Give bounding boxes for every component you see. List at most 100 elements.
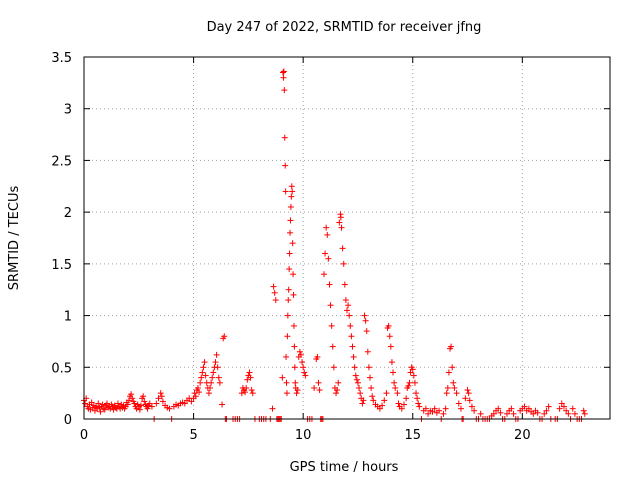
- data-point: [457, 405, 464, 412]
- data-point: [198, 374, 205, 381]
- data-point: [131, 400, 138, 407]
- data-point: [445, 369, 452, 376]
- data-point: [338, 224, 345, 231]
- data-point: [271, 289, 278, 296]
- data-point: [328, 322, 335, 329]
- data-point: [495, 405, 502, 412]
- data-points: [81, 68, 588, 422]
- data-point: [443, 390, 450, 397]
- data-point: [543, 407, 550, 414]
- data-point: [316, 387, 323, 394]
- data-point: [325, 255, 332, 262]
- data-point: [191, 390, 198, 397]
- data-point: [291, 364, 298, 371]
- data-point: [465, 390, 472, 397]
- data-point: [395, 400, 402, 407]
- data-point: [351, 364, 358, 371]
- data-point: [448, 343, 455, 350]
- data-point: [214, 364, 221, 371]
- data-point: [280, 74, 287, 81]
- x-tick-label: 10: [295, 428, 312, 443]
- data-point: [335, 379, 342, 386]
- x-tick-label: 0: [80, 428, 88, 443]
- data-point: [341, 281, 348, 288]
- data-point: [415, 400, 422, 407]
- data-point: [216, 379, 223, 386]
- data-point: [210, 369, 217, 376]
- data-point: [249, 390, 256, 397]
- data-point: [407, 369, 414, 376]
- data-point: [563, 407, 570, 414]
- gridlines: [84, 57, 610, 419]
- data-point: [201, 359, 208, 366]
- data-point: [269, 405, 276, 412]
- x-tick-label: 5: [189, 428, 197, 443]
- data-point: [367, 374, 374, 381]
- data-point: [270, 283, 277, 290]
- data-point: [405, 382, 412, 389]
- data-point: [247, 374, 254, 381]
- data-point: [336, 219, 343, 226]
- data-point: [290, 322, 297, 329]
- data-point: [327, 302, 334, 309]
- data-point: [95, 400, 102, 407]
- data-point: [219, 401, 226, 408]
- plot-frame: [83, 56, 611, 420]
- data-point: [281, 87, 288, 94]
- data-point: [510, 410, 517, 417]
- data-point: [288, 193, 295, 200]
- data-point: [293, 390, 300, 397]
- data-point: [503, 410, 510, 417]
- data-point: [148, 403, 155, 410]
- data-point: [387, 343, 394, 350]
- data-point: [297, 351, 304, 358]
- data-point: [246, 369, 253, 376]
- data-point: [571, 410, 578, 417]
- data-point: [422, 405, 429, 412]
- data-point: [159, 398, 166, 405]
- data-point: [284, 312, 291, 319]
- data-point: [294, 387, 301, 394]
- data-point: [390, 369, 397, 376]
- data-point: [348, 333, 355, 340]
- data-point: [462, 395, 469, 402]
- data-point: [368, 384, 375, 391]
- data-point: [353, 376, 360, 383]
- data-point: [376, 405, 383, 412]
- data-point: [205, 390, 212, 397]
- data-point: [140, 393, 147, 400]
- data-point: [88, 399, 95, 406]
- data-point: [192, 393, 199, 400]
- data-point: [200, 364, 207, 371]
- data-point: [414, 395, 421, 402]
- data-point: [281, 134, 288, 141]
- data-point: [334, 387, 341, 394]
- data-point: [290, 271, 297, 278]
- data-point: [315, 379, 322, 386]
- data-point: [137, 402, 144, 409]
- data-point: [238, 390, 245, 397]
- data-point: [324, 231, 331, 238]
- data-point: [289, 240, 296, 247]
- data-point: [431, 405, 438, 412]
- data-point: [166, 405, 173, 412]
- data-point: [215, 374, 222, 381]
- data-point: [534, 409, 541, 416]
- x-tick-label: 20: [514, 428, 531, 443]
- data-point: [282, 162, 289, 169]
- data-point: [349, 343, 356, 350]
- data-point: [386, 333, 393, 340]
- data-point: [416, 403, 423, 410]
- data-point: [436, 407, 443, 414]
- data-point: [194, 384, 201, 391]
- data-point: [197, 379, 204, 386]
- data-point: [158, 393, 165, 400]
- data-point: [209, 374, 216, 381]
- data-point: [104, 400, 111, 407]
- data-point: [346, 312, 353, 319]
- data-point: [248, 387, 255, 394]
- data-point: [196, 389, 203, 396]
- data-point: [565, 410, 572, 417]
- data-point: [362, 317, 369, 324]
